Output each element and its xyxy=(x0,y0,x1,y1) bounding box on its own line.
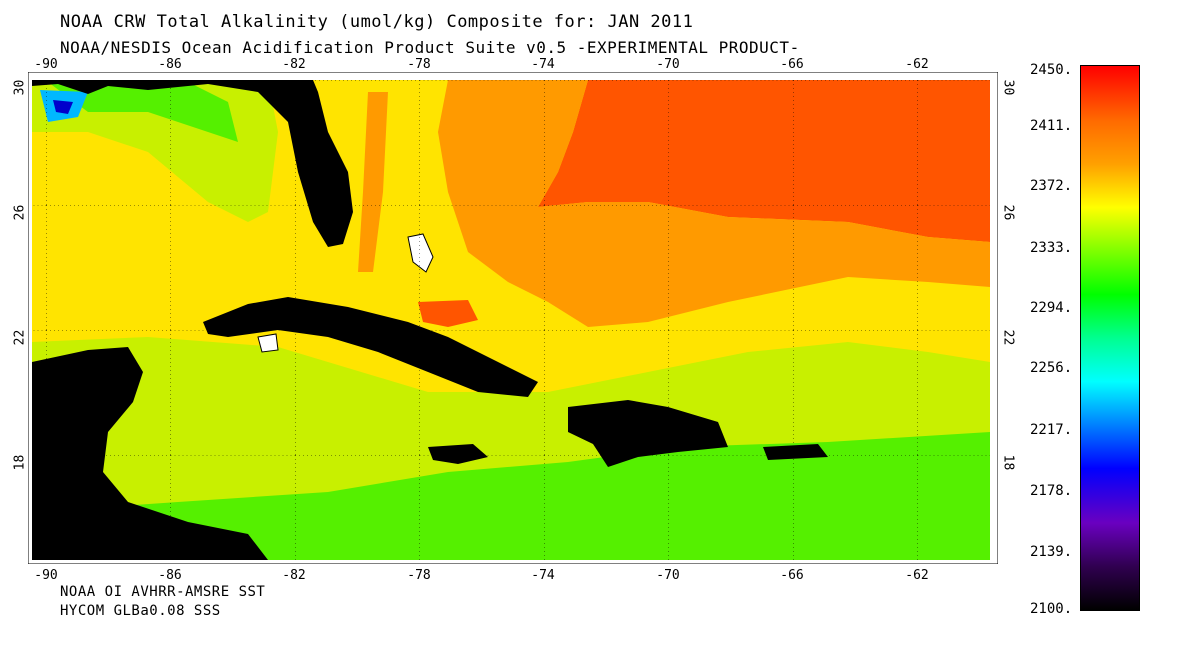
lon-tick-bottom: -78 xyxy=(407,568,431,583)
map-title: NOAA CRW Total Alkalinity (umol/kg) Comp… xyxy=(60,12,694,32)
colorbar-label: 2450. xyxy=(1030,62,1073,78)
lon-tick-bottom: -82 xyxy=(282,568,306,583)
colorbar-label: 2217. xyxy=(1030,422,1073,438)
colorbar-label: 2294. xyxy=(1030,300,1073,316)
lon-tick-bottom: -62 xyxy=(905,568,929,583)
colorbar-label: 2411. xyxy=(1030,118,1073,134)
lon-tick-top: -70 xyxy=(656,57,680,72)
colorbar-label: 2139. xyxy=(1030,544,1073,560)
lon-tick-bottom: -86 xyxy=(158,568,182,583)
lat-tick-right: 30 xyxy=(1000,79,1016,96)
lon-tick-bottom: -70 xyxy=(656,568,680,583)
source-sss: HYCOM GLBa0.08 SSS xyxy=(60,603,221,619)
alkalinity-map xyxy=(28,72,998,564)
lat-tick-left: 26 xyxy=(12,204,28,221)
colorbar-label: 2178. xyxy=(1030,483,1073,499)
map-subtitle: NOAA/NESDIS Ocean Acidification Product … xyxy=(60,38,800,57)
colorbar-label: 2372. xyxy=(1030,178,1073,194)
lon-tick-top: -74 xyxy=(531,57,555,72)
lon-tick-bottom: -90 xyxy=(34,568,58,583)
lat-tick-left: 30 xyxy=(12,79,28,96)
lon-tick-top: -90 xyxy=(34,57,58,72)
source-sst: NOAA OI AVHRR-AMSRE SST xyxy=(60,584,266,600)
colorbar-label: 2100. xyxy=(1030,601,1073,617)
colorbar-label: 2333. xyxy=(1030,240,1073,256)
map-graticule xyxy=(32,80,990,560)
lat-tick-left: 18 xyxy=(12,454,28,471)
lon-tick-bottom: -66 xyxy=(780,568,804,583)
lat-tick-right: 18 xyxy=(1000,454,1016,471)
colorbar-label: 2256. xyxy=(1030,360,1073,376)
lon-tick-top: -86 xyxy=(158,57,182,72)
colorbar xyxy=(1080,65,1140,611)
lon-tick-bottom: -74 xyxy=(531,568,555,583)
lon-tick-top: -66 xyxy=(780,57,804,72)
lat-tick-right: 26 xyxy=(1000,204,1016,221)
lon-tick-top: -78 xyxy=(407,57,431,72)
lat-tick-right: 22 xyxy=(1000,329,1016,346)
lon-tick-top: -62 xyxy=(905,57,929,72)
lon-tick-top: -82 xyxy=(282,57,306,72)
lat-tick-left: 22 xyxy=(12,329,28,346)
